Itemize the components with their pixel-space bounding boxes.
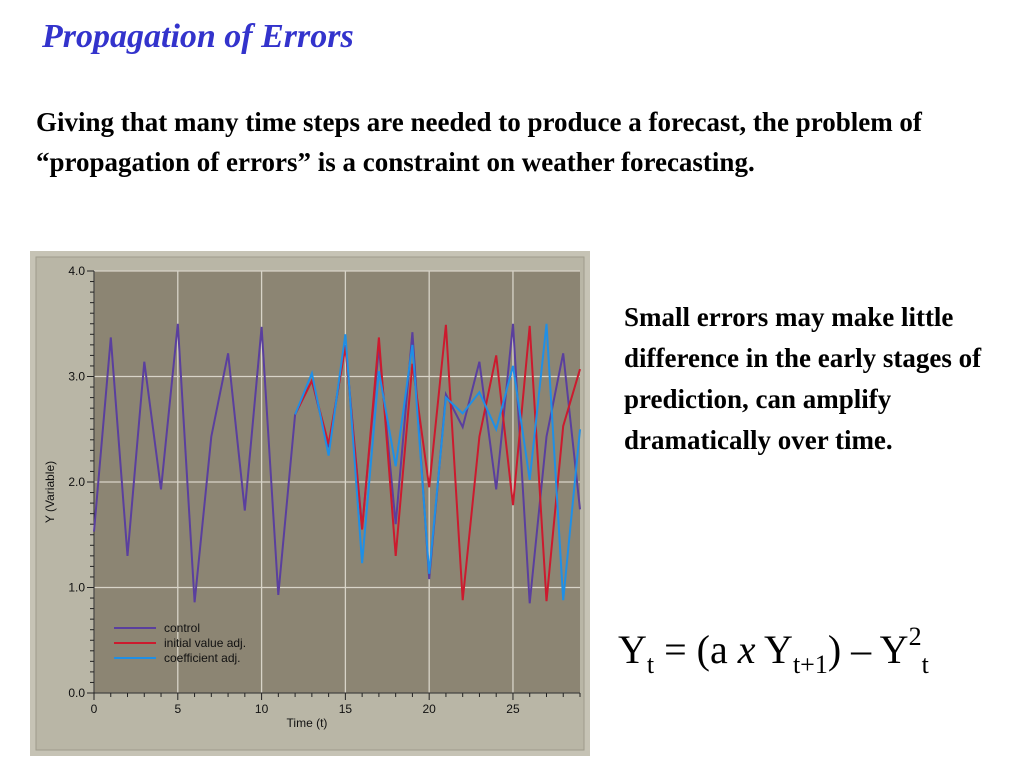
formula-y2: Y: [755, 627, 793, 672]
intro-paragraph: Giving that many time steps are needed t…: [36, 107, 922, 177]
chart: 0.0 1.0 2.0 3.0 4.0 0 5 10 15 20 25 Time (t) Y (Vari…: [30, 251, 590, 756]
y-tick-label: 4.0: [68, 264, 85, 278]
legend-label: coefficient adj.: [164, 651, 241, 665]
side-paragraph: Small errors may make little difference …: [624, 302, 982, 455]
formula-minus: ) – Y: [827, 627, 909, 672]
x-tick-label: 5: [174, 702, 181, 716]
y-tick-label: 0.0: [68, 686, 85, 700]
legend-label: control: [164, 621, 200, 635]
formula-times: x: [737, 627, 756, 672]
legend-label: initial value adj.: [164, 636, 246, 650]
y-tick-label: 3.0: [68, 370, 85, 384]
formula-lhs: Y: [618, 627, 647, 672]
slide-title: Propagation of Errors: [42, 18, 354, 55]
x-tick-label: 25: [506, 702, 520, 716]
formula-lhs-sub: t: [646, 650, 655, 679]
y-tick-label: 2.0: [68, 475, 85, 489]
x-tick-label: 10: [255, 702, 269, 716]
y-axis-label: Y (Variable): [43, 461, 57, 523]
series-line-2: [294, 324, 581, 602]
formula-eq: = (a: [654, 627, 738, 672]
formula-last-sub: t: [921, 650, 929, 679]
x-tick-label: 15: [339, 702, 353, 716]
x-tick-label: 20: [422, 702, 436, 716]
formula: Yt = (a x Yt+1) – Y2t: [618, 622, 929, 680]
series-line-3: [294, 323, 581, 601]
formula-y2-sub: t+1: [792, 650, 828, 679]
y-tick-label: 1.0: [68, 581, 85, 595]
chart-svg: 0.0 1.0 2.0 3.0 4.0 0 5 10 15 20 25 Time (t) Y (Vari…: [30, 251, 590, 756]
formula-sup: 2: [908, 622, 922, 651]
x-tick-label: 0: [91, 702, 98, 716]
x-axis-label: Time (t): [287, 716, 328, 730]
